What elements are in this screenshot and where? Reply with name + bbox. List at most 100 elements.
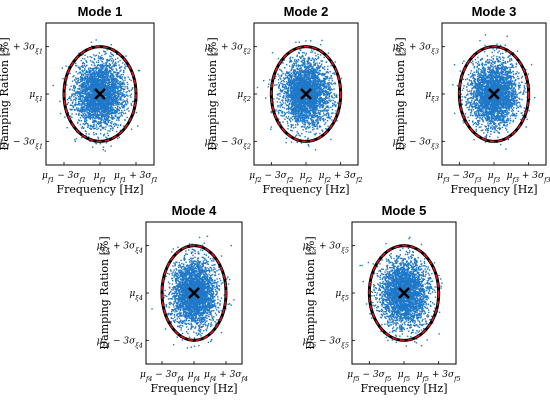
- scatter-point: [110, 76, 112, 78]
- scatter-point: [100, 75, 102, 77]
- scatter-point: [122, 94, 124, 96]
- scatter-point: [115, 115, 117, 117]
- scatter-point: [283, 59, 285, 61]
- scatter-point: [88, 136, 90, 138]
- scatter-point: [87, 108, 89, 110]
- scatter-point: [312, 121, 315, 124]
- scatter-point: [110, 103, 113, 106]
- scatter-point: [319, 112, 321, 114]
- scatter-point: [285, 137, 288, 139]
- scatter-point: [314, 123, 316, 126]
- scatter-point: [106, 113, 108, 115]
- scatter-point: [316, 84, 318, 86]
- scatter-point: [112, 76, 115, 78]
- scatter-point: [76, 90, 78, 92]
- scatter-point: [90, 86, 92, 88]
- scatter-point: [77, 109, 80, 111]
- scatter-point: [87, 105, 90, 107]
- scatter-point: [322, 84, 325, 86]
- scatter-point: [93, 111, 96, 113]
- scatter-point: [90, 116, 93, 119]
- scatter-point: [111, 108, 114, 110]
- scatter-point: [318, 103, 320, 105]
- scatter-point: [113, 71, 116, 74]
- scatter-point: [95, 109, 97, 111]
- scatter-point: [111, 62, 114, 64]
- scatter-point: [325, 76, 328, 78]
- scatter-point: [124, 77, 126, 79]
- scatter-point: [126, 116, 128, 119]
- scatter-point: [96, 106, 98, 109]
- scatter-point: [286, 88, 288, 90]
- scatter-point: [118, 112, 121, 114]
- scatter-point: [84, 85, 87, 87]
- scatter-point: [91, 93, 94, 96]
- scatter-point: [103, 80, 106, 82]
- scatter-point: [310, 68, 312, 70]
- scatter-point: [292, 100, 294, 103]
- scatter-point: [99, 87, 102, 90]
- scatter-point: [109, 110, 111, 112]
- scatter-point: [308, 126, 310, 128]
- scatter-point: [288, 82, 291, 85]
- scatter-point: [298, 83, 301, 85]
- scatter-point: [330, 116, 332, 118]
- scatter-point: [290, 95, 293, 97]
- scatter-point: [119, 66, 122, 68]
- scatter-point: [109, 102, 111, 104]
- scatter-point: [296, 72, 299, 74]
- scatter-point: [295, 65, 297, 67]
- scatter-point: [118, 76, 121, 78]
- scatter-point: [81, 54, 83, 56]
- scatter-point: [82, 113, 85, 116]
- scatter-point: [105, 114, 107, 116]
- scatter-point: [92, 79, 94, 82]
- scatter-point: [121, 66, 123, 68]
- scatter-point: [283, 114, 285, 117]
- scatter-point: [92, 71, 94, 74]
- scatter-point: [103, 103, 106, 105]
- scatter-point: [326, 76, 328, 78]
- scatter-point: [327, 87, 330, 89]
- scatter-point: [84, 54, 86, 57]
- scatter-point: [300, 66, 302, 68]
- scatter-point: [83, 96, 85, 98]
- scatter-point: [61, 67, 64, 69]
- scatter-point: [113, 86, 115, 88]
- scatter-point: [78, 112, 80, 115]
- scatter-point: [87, 88, 90, 91]
- scatter-point: [313, 120, 315, 123]
- scatter-point: [127, 76, 129, 78]
- scatter-point: [124, 112, 127, 114]
- scatter-point: [281, 85, 284, 87]
- scatter-point: [80, 87, 83, 89]
- scatter-point: [323, 83, 325, 85]
- scatter-point: [74, 87, 76, 90]
- scatter-point: [296, 116, 298, 118]
- scatter-point: [123, 96, 126, 99]
- scatter-point: [105, 142, 108, 144]
- scatter-point: [114, 91, 116, 94]
- scatter-point: [113, 98, 116, 101]
- scatter-point: [296, 80, 299, 82]
- scatter-point: [82, 89, 84, 91]
- scatter-point: [130, 89, 133, 91]
- scatter-point: [123, 106, 125, 109]
- scatter-point: [86, 61, 88, 63]
- scatter-point: [115, 99, 117, 101]
- scatter-point: [290, 75, 293, 77]
- scatter-point: [303, 52, 305, 54]
- scatter-point: [295, 61, 298, 63]
- scatter-point: [105, 70, 107, 72]
- scatter-point: [91, 92, 93, 94]
- scatter-point: [313, 97, 315, 100]
- scatter-point: [315, 69, 317, 71]
- scatter-point: [305, 97, 308, 100]
- scatter-point: [277, 112, 280, 115]
- scatter-point: [90, 125, 93, 127]
- scatter-point: [270, 111, 272, 114]
- scatter-point: [102, 50, 105, 52]
- scatter-point: [334, 82, 336, 84]
- scatter-point: [311, 107, 313, 110]
- scatter-point: [94, 95, 96, 97]
